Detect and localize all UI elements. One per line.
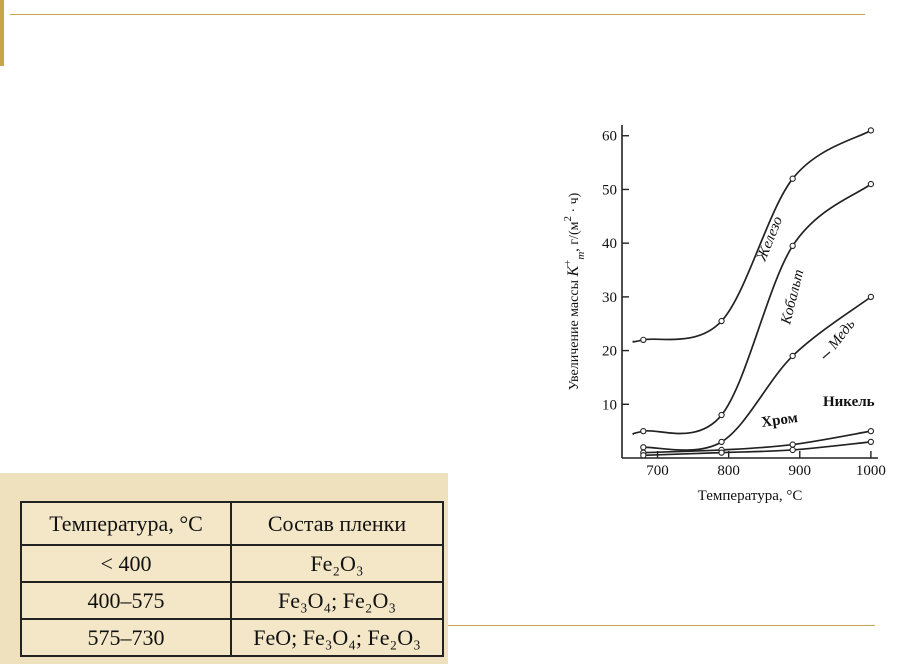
series-line	[643, 441, 871, 457]
data-point	[867, 127, 875, 134]
top-rule	[10, 14, 865, 15]
data-point	[718, 438, 725, 446]
oxide-composition-table: Температура, °С Состав пленки < 400 Fe₂O…	[20, 501, 444, 657]
table-header-row: Температура, °С Состав пленки	[20, 501, 444, 546]
table-row: < 400 Fe₂O₃	[20, 544, 444, 583]
cell-temperature: < 400	[20, 544, 232, 583]
data-point	[718, 449, 725, 456]
series-line	[643, 296, 872, 451]
data-point	[867, 180, 875, 188]
y-tick-label: 50	[602, 182, 617, 198]
x-tick-label: 1000	[856, 463, 886, 479]
y-tick-label: 30	[602, 290, 617, 306]
curve-label: Железо	[753, 214, 786, 265]
cell-composition: Fe₃O₄; Fe₂O₃	[230, 581, 444, 620]
x-tick-label: 800	[717, 463, 740, 479]
curve-label: Кобальт	[778, 268, 807, 327]
data-point	[867, 293, 875, 301]
data-point	[640, 427, 647, 435]
table-row: 575–730 FeO; Fe₃O₄; Fe₂O₃	[20, 618, 444, 657]
curve-label: Хром	[760, 410, 798, 431]
y-axis-label: Увеличение массы K+m, г/(м2 · ч)	[562, 192, 587, 390]
header-temperature: Температура, °С	[20, 501, 232, 546]
series-line	[632, 129, 872, 343]
table-row: 400–575 Fe₃O₄; Fe₂O₃	[20, 581, 444, 620]
x-axis-label: Температура, °С	[698, 488, 803, 504]
cell-temperature: 575–730	[20, 618, 232, 657]
y-tick-label: 20	[602, 344, 617, 360]
x-tick-label: 900	[789, 463, 812, 479]
data-point	[789, 441, 796, 448]
curve-label: Никель	[823, 394, 875, 410]
data-point	[640, 452, 647, 459]
data-point	[640, 336, 647, 343]
data-point	[718, 411, 725, 419]
y-tick-label: 60	[602, 129, 617, 145]
y-tick-label: 40	[602, 236, 617, 252]
bottom-rule	[445, 625, 875, 626]
series-line	[643, 430, 872, 454]
y-tick-label: 10	[602, 397, 617, 413]
data-point	[718, 317, 725, 325]
oxide-table-panel: Температура, °С Состав пленки < 400 Fe₂O…	[0, 473, 448, 664]
mass-gain-chart: 700 800 900 1000 10 20 30 40 50 60 Температура, °С…	[540, 100, 921, 530]
cell-temperature: 400–575	[20, 581, 232, 620]
x-tick-label: 700	[646, 463, 669, 479]
left-rule	[0, 0, 4, 66]
data-point	[789, 242, 796, 249]
data-point	[789, 446, 796, 454]
cell-composition: Fe₂O₃	[230, 544, 444, 583]
data-point	[867, 438, 875, 446]
data-point	[640, 444, 647, 451]
data-point	[789, 175, 796, 182]
cell-composition: FeO; Fe₃O₄; Fe₂O₃	[230, 618, 444, 657]
data-point	[867, 427, 875, 435]
data-point	[789, 352, 796, 360]
header-film-composition: Состав пленки	[230, 501, 444, 546]
curve-label: Медь	[825, 316, 859, 353]
copper-label-leader	[822, 351, 831, 359]
